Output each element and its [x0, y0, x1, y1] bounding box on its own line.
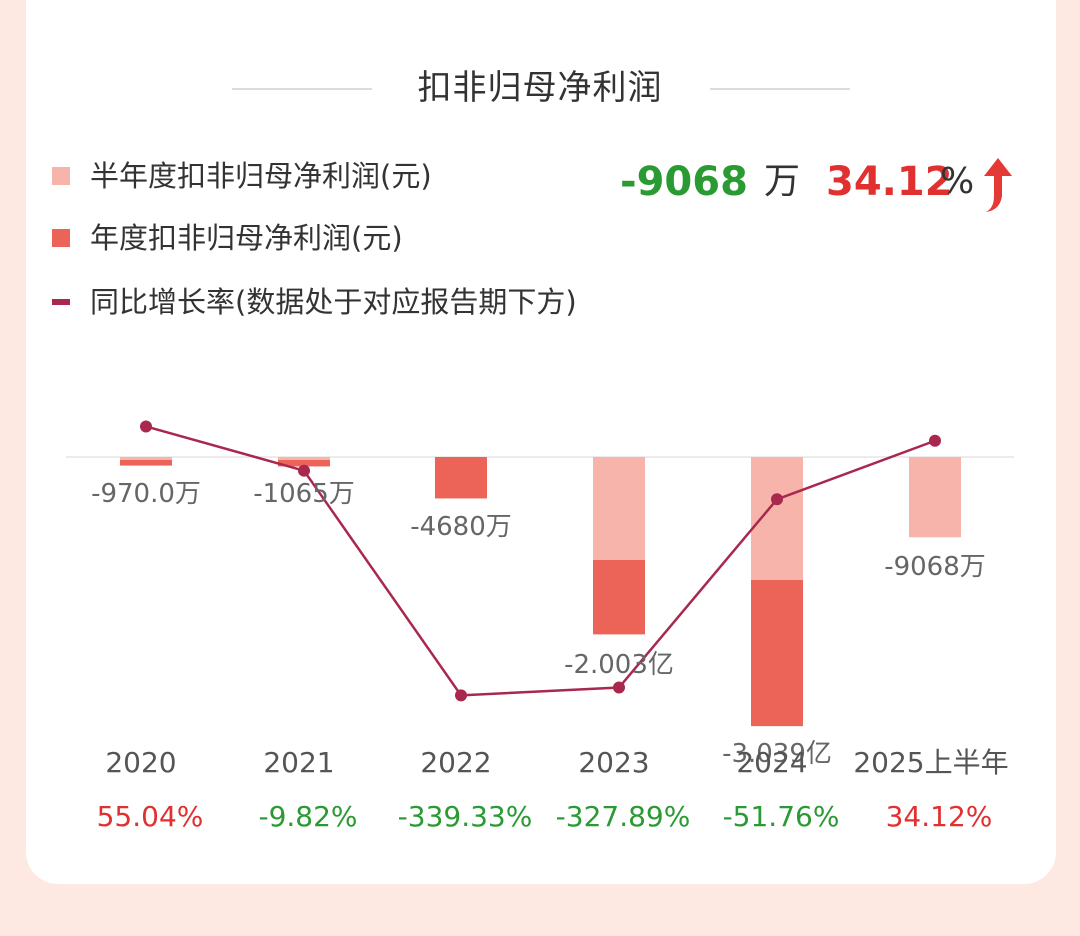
legend-label-half-year: 半年度扣非归母净利润(元)	[90, 159, 432, 193]
bar-value-label-0: -970.0万	[91, 479, 201, 509]
bar-value-label-1: -1065万	[253, 479, 355, 509]
category-label-1: 2021	[263, 746, 334, 779]
chart-title-row: 扣非归母净利润	[0, 62, 1080, 114]
category-label-0: 2020	[105, 746, 176, 779]
summary-percent-sign: %	[940, 161, 975, 202]
bar-half-year-5[interactable]	[909, 457, 961, 538]
title-divider-left	[232, 88, 372, 90]
bar-half-year-1[interactable]	[278, 457, 330, 460]
growth-point-4[interactable]	[771, 493, 783, 506]
legend-swatch-half-year	[52, 167, 70, 185]
chart-title: 扣非归母净利润	[417, 68, 663, 108]
growth-rate-label-2: -339.33%	[398, 800, 533, 833]
bar-value-label-3: -2.003亿	[564, 650, 674, 680]
growth-rate-label-4: -51.76%	[723, 800, 840, 833]
bar-annual-4[interactable]	[751, 580, 803, 727]
category-label-4: 2024	[736, 746, 807, 779]
bar-annual-0[interactable]	[120, 457, 172, 466]
bar-half-year-4[interactable]	[751, 457, 803, 580]
legend-label-growth: 同比增长率(数据处于对应报告期下方)	[90, 285, 577, 319]
bar-annual-1[interactable]	[278, 457, 330, 467]
category-label-2: 2022	[420, 746, 491, 779]
summary-percent: 34.12	[826, 159, 953, 205]
legend-label-annual: 年度扣非归母净利润(元)	[90, 221, 403, 255]
legend-swatch-annual	[52, 229, 70, 247]
bar-annual-3[interactable]	[593, 560, 645, 635]
bar-value-label-2: -4680万	[410, 512, 512, 542]
growth-rate-label-0: 55.04%	[97, 800, 204, 833]
category-label-3: 2023	[578, 746, 649, 779]
bar-value-label-5: -9068万	[884, 552, 986, 582]
growth-point-1[interactable]	[298, 464, 310, 477]
category-label-5: 2025上半年	[853, 746, 1008, 779]
summary-value: -9068	[620, 159, 748, 205]
bar-annual-2[interactable]	[435, 457, 487, 499]
up-arrow-icon	[976, 150, 1020, 241]
growth-point-5[interactable]	[929, 434, 941, 447]
growth-rate-label-3: -327.89%	[556, 800, 691, 833]
title-divider-right	[710, 88, 850, 90]
bar-half-year-0[interactable]	[120, 457, 172, 460]
bar-half-year-3[interactable]	[593, 457, 645, 560]
growth-rate-line	[145, 425, 936, 697]
legend-swatch-growth	[52, 299, 70, 305]
bar-value-label-4: -3.039亿	[722, 739, 832, 769]
growth-point-3[interactable]	[613, 681, 625, 694]
growth-point-2[interactable]	[455, 689, 467, 702]
summary-unit: 万	[764, 161, 801, 202]
growth-point-0[interactable]	[140, 420, 152, 433]
growth-rate-label-1: -9.82%	[258, 800, 357, 833]
growth-rate-label-5: 34.12%	[886, 800, 993, 833]
